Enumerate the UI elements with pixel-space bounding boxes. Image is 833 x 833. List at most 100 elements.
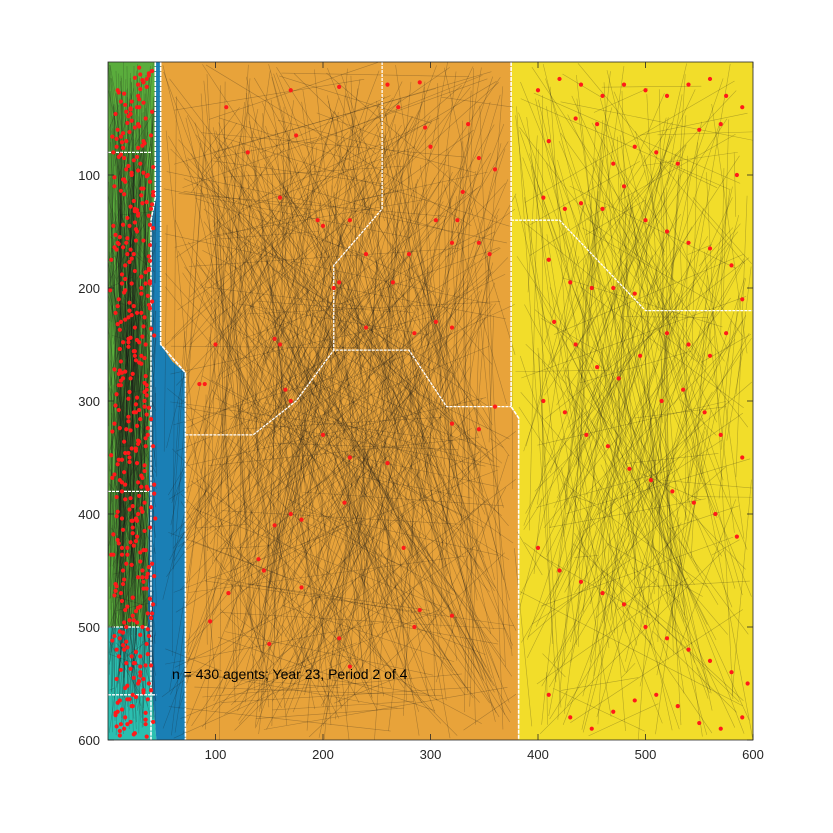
y-tick-label: 500 (78, 620, 100, 635)
agent-point (708, 246, 712, 250)
y-tick-label: 400 (78, 507, 100, 522)
agent-point (131, 614, 135, 618)
agent-point (116, 701, 120, 705)
agent-point (118, 426, 122, 430)
agent-point (139, 193, 143, 197)
agent-point (590, 727, 594, 731)
agent-point (135, 338, 139, 342)
agent-point (568, 280, 572, 284)
agent-point (125, 252, 129, 256)
agent-point (149, 505, 153, 509)
agent-point (138, 673, 142, 677)
agent-point (283, 388, 287, 392)
agent-point (617, 376, 621, 380)
agent-point (123, 715, 127, 719)
agent-point (466, 122, 470, 126)
agent-point (124, 640, 128, 644)
agent-point (450, 614, 454, 618)
agent-point (121, 528, 125, 532)
agent-point (130, 99, 134, 103)
agent-point (434, 320, 438, 324)
agent-point (119, 591, 123, 595)
agent-point (112, 367, 116, 371)
agent-point (600, 591, 604, 595)
agent-point (128, 376, 132, 380)
agent-point (119, 153, 123, 157)
agent-point (144, 436, 148, 440)
agent-point (141, 688, 145, 692)
agent-point (148, 180, 152, 184)
agent-point (150, 202, 154, 206)
agent-point (145, 200, 149, 204)
agent-point (141, 238, 145, 242)
agent-point (676, 704, 680, 708)
agent-point (134, 695, 138, 699)
agent-point (299, 585, 303, 589)
agent-point (131, 531, 135, 535)
agent-point (477, 427, 481, 431)
agent-point (133, 354, 137, 358)
agent-point (149, 417, 153, 421)
agent-point (423, 125, 427, 129)
agent-point (132, 661, 136, 665)
agent-point (719, 727, 723, 731)
agent-point (122, 192, 126, 196)
agent-point (146, 426, 150, 430)
agent-point (735, 535, 739, 539)
agent-point (124, 625, 128, 629)
agent-point (126, 419, 130, 423)
agent-point (128, 247, 132, 251)
agent-point (138, 87, 142, 91)
agent-point (493, 167, 497, 171)
agent-point (111, 532, 115, 536)
agent-point (134, 410, 138, 414)
agent-point (127, 460, 131, 464)
agent-point (115, 724, 119, 728)
agent-point (145, 735, 149, 739)
x-tick-label: 100 (205, 747, 227, 762)
agent-point (703, 410, 707, 414)
agent-point (142, 381, 146, 385)
agent-point (136, 512, 140, 516)
agent-point (126, 397, 130, 401)
agent-point (140, 334, 144, 338)
agent-point (128, 205, 132, 209)
agent-point (124, 427, 128, 431)
agent-point (137, 679, 141, 683)
agent-point (111, 224, 115, 228)
agent-point (115, 495, 119, 499)
agent-point (665, 229, 669, 233)
agent-point (686, 241, 690, 245)
agent-point (407, 252, 411, 256)
agent-point (151, 720, 155, 724)
agent-point (579, 201, 583, 205)
agent-point (606, 444, 610, 448)
agent-point (135, 519, 139, 523)
agent-point (152, 492, 156, 496)
agent-point (147, 267, 151, 271)
agent-point (140, 625, 144, 629)
agent-point (130, 654, 134, 658)
agent-point (649, 478, 653, 482)
agent-point (112, 472, 116, 476)
agent-point (226, 591, 230, 595)
agent-point (574, 342, 578, 346)
agent-point (148, 243, 152, 247)
agent-point (112, 175, 116, 179)
agent-point (563, 207, 567, 211)
agent-point (740, 297, 744, 301)
agent-point (141, 677, 145, 681)
agent-point (122, 577, 126, 581)
agent-point (145, 174, 149, 178)
agent-point (128, 106, 132, 110)
agent-point (146, 652, 150, 656)
agent-point (146, 627, 150, 631)
agent-point (148, 223, 152, 227)
agent-point (676, 162, 680, 166)
agent-point (125, 553, 129, 557)
agent-point (213, 342, 217, 346)
agent-point (138, 417, 142, 421)
agent-point (139, 362, 143, 366)
agent-point (125, 697, 129, 701)
